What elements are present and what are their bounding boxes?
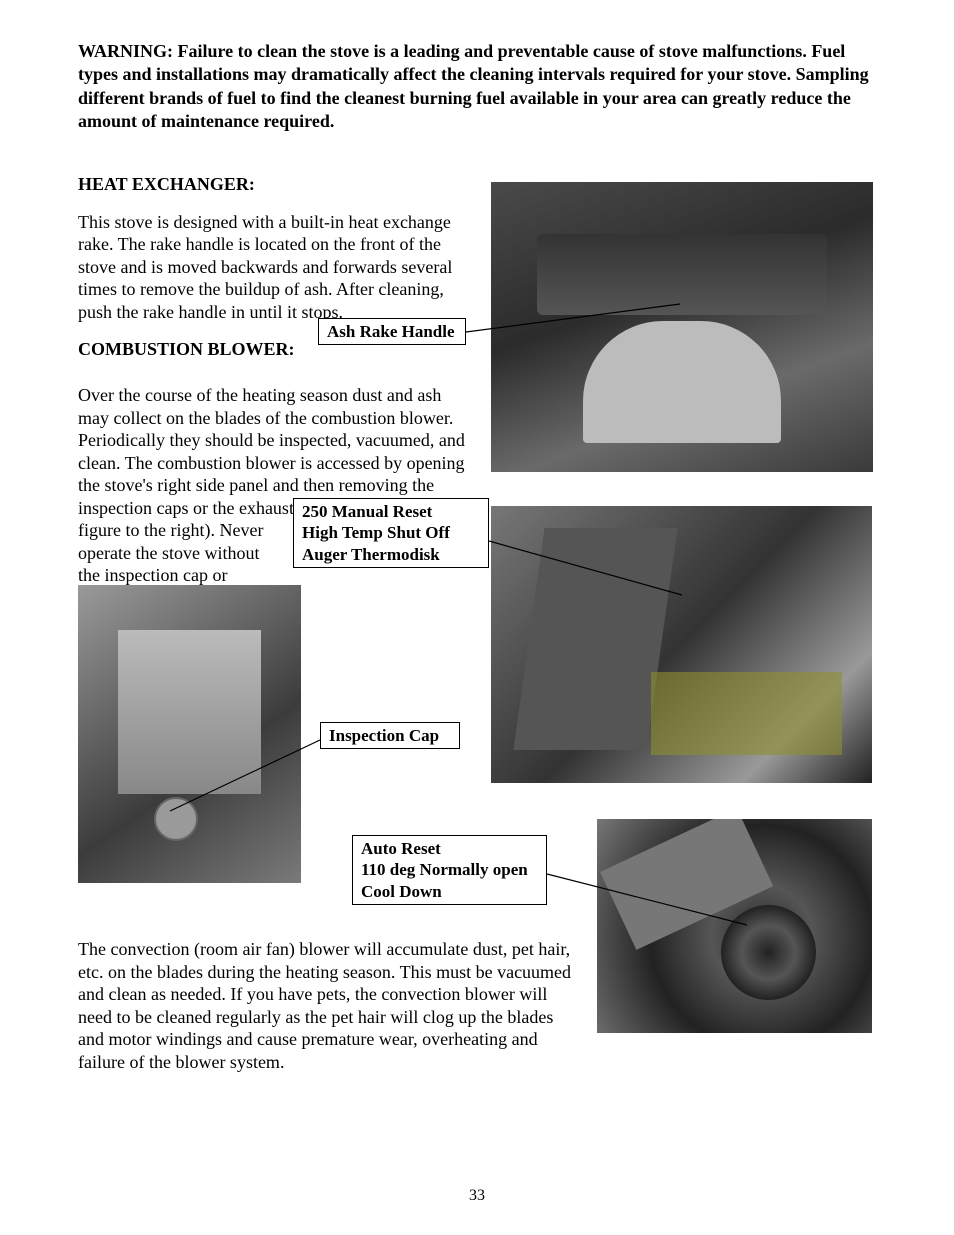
- auto-reset-line1: Auto Reset: [361, 838, 538, 859]
- inspection-cap-callout: Inspection Cap: [320, 722, 460, 749]
- page-number: 33: [0, 1187, 954, 1205]
- blower-motor-photo: [597, 819, 872, 1033]
- auger-interior-photo: [491, 506, 872, 783]
- combustion-blower-title: COMBUSTION BLOWER:: [78, 339, 295, 360]
- inspection-cap-photo: [78, 585, 301, 883]
- stove-front-photo: [491, 182, 873, 472]
- thermodisk-line3: Auger Thermodisk: [302, 544, 480, 565]
- heat-exchanger-title: HEAT EXCHANGER:: [78, 174, 468, 195]
- thermodisk-callout: 250 Manual Reset High Temp Shut Off Auge…: [293, 498, 489, 568]
- warning-text: WARNING: Failure to clean the stove is a…: [78, 40, 876, 134]
- ash-rake-callout: Ash Rake Handle: [318, 318, 466, 345]
- thermodisk-line2: High Temp Shut Off: [302, 522, 480, 543]
- auto-reset-callout: Auto Reset 110 deg Normally open Cool Do…: [352, 835, 547, 905]
- auto-reset-line2: 110 deg Normally open: [361, 859, 538, 880]
- auto-reset-line3: Cool Down: [361, 881, 538, 902]
- heat-exchanger-text: This stove is designed with a built-in h…: [78, 211, 468, 324]
- convection-text: The convection (room air fan) blower wil…: [78, 938, 583, 1073]
- thermodisk-line1: 250 Manual Reset: [302, 501, 480, 522]
